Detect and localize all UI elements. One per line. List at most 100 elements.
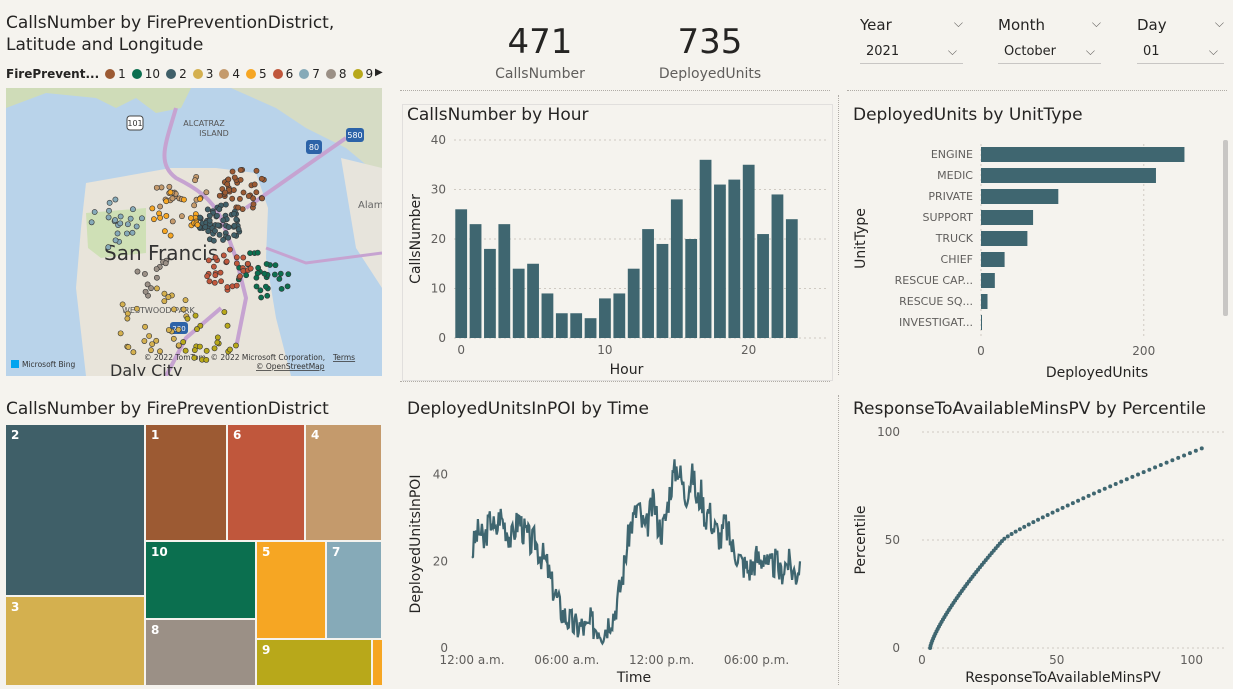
map-point — [224, 322, 231, 329]
map-point — [203, 356, 210, 363]
bar-rescuesq — [981, 294, 988, 309]
treemap-cell-10[interactable]: 10 — [145, 541, 256, 619]
map-point — [233, 282, 240, 289]
category-label: RESCUE CAP... — [895, 274, 973, 287]
legend-next-arrow-icon[interactable]: ▶ — [375, 67, 383, 78]
units-by-type-chart[interactable]: 0 200 ENGINE MEDIC PRIVATE SUPPORT TRUCK CHIEF R… — [847, 126, 1231, 380]
bar-hour-11 — [613, 293, 626, 338]
map-point — [204, 273, 211, 280]
map-point — [180, 339, 187, 345]
map-point — [212, 254, 219, 261]
treemap-cell-2[interactable]: 2 — [5, 424, 145, 596]
day-dropdown[interactable]: 01 ⌵ — [1137, 40, 1224, 64]
day-slicer[interactable]: Day ⌵ 01 ⌵ — [1137, 16, 1224, 64]
year-dropdown[interactable]: 2021 ⌵ — [860, 40, 963, 64]
scatter-point — [1045, 512, 1050, 517]
treemap-cell-4[interactable]: 4 — [305, 424, 382, 541]
year-slicer[interactable]: Year ⌵ 2021 ⌵ — [860, 16, 963, 64]
map-point — [227, 246, 233, 253]
map-point — [231, 174, 238, 181]
map-point — [231, 210, 237, 217]
month-dropdown[interactable]: October ⌵ — [998, 40, 1101, 64]
treemap-cell-1[interactable]: 1 — [145, 424, 227, 541]
x-tick-label: 06:00 p.m. — [724, 653, 789, 667]
map-point — [161, 228, 168, 235]
calls-by-hour-panel[interactable] — [402, 104, 833, 381]
map-svg[interactable]: 101 80 580 280 ALCATRAZ ISLAND Alam San … — [6, 88, 382, 376]
units-in-poi-chart[interactable]: 0 20 40 12:00 a.m. 06:00 a.m. 12:00 p.m. 06:00… — [402, 420, 833, 688]
map-visual[interactable]: 101 80 580 280 ALCATRAZ ISLAND Alam San … — [6, 88, 382, 376]
treemap-cell-7[interactable]: 7 — [326, 541, 382, 639]
east-land — [231, 88, 382, 178]
map-point — [148, 347, 154, 354]
map-point — [211, 279, 218, 286]
map-point — [251, 181, 258, 188]
legend-item-10[interactable]: 10 — [131, 67, 160, 81]
map-point — [142, 323, 148, 330]
treemap-cell-6[interactable]: 6 — [227, 424, 305, 541]
map-terms-link[interactable]: Terms — [332, 353, 355, 362]
scatter-point — [1102, 486, 1107, 491]
scatter-point — [1182, 453, 1187, 458]
hwy80-shield — [306, 140, 322, 154]
bar-hour-5 — [527, 263, 539, 338]
map-point — [192, 312, 199, 319]
scatter-point — [1070, 501, 1075, 506]
treemap-cell-9[interactable]: 9 — [256, 639, 372, 686]
legend-item-1[interactable]: 1 — [105, 67, 126, 81]
legend-item-7[interactable]: 7 — [299, 67, 320, 81]
scatter-point — [1170, 458, 1175, 463]
year-slicer-label: Year — [860, 16, 892, 34]
treemap-cell-8[interactable]: 8 — [145, 619, 256, 686]
osm-link[interactable]: © OpenStreetMap — [256, 362, 325, 371]
map-point — [146, 333, 153, 339]
scatter-point — [1036, 517, 1041, 522]
legend-item-2[interactable]: 2 — [166, 67, 187, 81]
y-axis-title: DeployedUnitsInPOI — [408, 475, 424, 614]
x-tick-label: 10 — [597, 343, 612, 357]
map-point — [197, 196, 203, 202]
map-point — [235, 226, 242, 233]
map-point — [169, 195, 176, 202]
treemap-cell-3[interactable]: 3 — [5, 596, 145, 686]
scatter-point — [1065, 503, 1070, 508]
legend-label: 4 — [232, 67, 240, 81]
bar-private — [981, 189, 1059, 204]
bar-hour-19 — [728, 179, 741, 338]
map-point — [169, 218, 176, 225]
map-point — [216, 231, 223, 238]
scatter-point — [1147, 467, 1152, 472]
map-point — [112, 237, 119, 244]
scatter-point — [1164, 460, 1169, 465]
bar-hour-15 — [670, 199, 683, 338]
legend-item-9[interactable]: 9 — [352, 67, 373, 81]
response-chart[interactable]: 0 50 100 0 50 100 ResponseToAvailableMinsPV Per… — [847, 420, 1231, 688]
legend-item-6[interactable]: 6 — [272, 67, 293, 81]
map-point — [106, 199, 113, 206]
chevron-down-icon[interactable]: ⌵ — [1214, 16, 1224, 30]
highway-280 — [164, 306, 223, 376]
legend-item-5[interactable]: 5 — [245, 67, 267, 81]
treemap-chart[interactable]: 2 1 6 4 3 10 5 7 8 9 — [5, 424, 382, 686]
map-point — [154, 285, 160, 292]
calls-by-hour-chart[interactable]: 0 10 20 30 40 0 10 20 Hour CallsNumber — [402, 126, 833, 380]
chevron-down-icon[interactable]: ⌵ — [1091, 16, 1101, 30]
map-point — [91, 209, 98, 215]
map-point — [237, 176, 244, 183]
map-point — [203, 189, 210, 196]
map-point — [124, 310, 131, 317]
map-point — [258, 294, 265, 301]
hwy101-label: 101 — [127, 119, 142, 128]
treemap-cell-5[interactable]: 5 — [256, 541, 326, 639]
treemap-cell-other[interactable] — [372, 639, 382, 686]
legend-item-8[interactable]: 8 — [325, 67, 347, 81]
legend-item-4[interactable]: 4 — [219, 67, 240, 81]
chevron-down-icon[interactable]: ⌵ — [953, 16, 963, 30]
y-tick-label: 100 — [877, 425, 900, 439]
scrollbar-thumb[interactable] — [1223, 140, 1228, 316]
bar-hour-7 — [555, 313, 568, 338]
legend-item-3[interactable]: 3 — [192, 67, 213, 81]
scatter-point — [1081, 496, 1086, 501]
map-point — [229, 195, 236, 202]
month-slicer[interactable]: Month ⌵ October ⌵ — [998, 16, 1101, 64]
